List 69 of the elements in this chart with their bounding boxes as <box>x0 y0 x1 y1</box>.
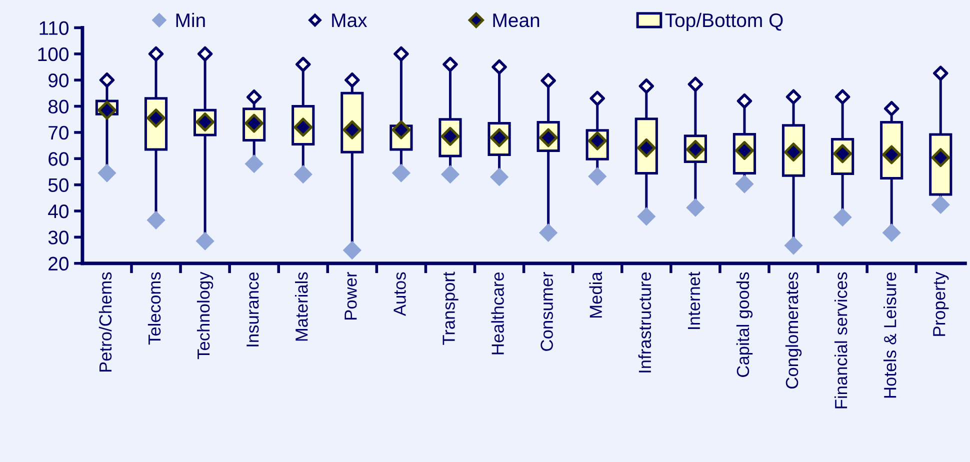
point <box>344 72 360 88</box>
point <box>98 100 116 120</box>
x-tick-label: Conglomerates <box>785 272 802 389</box>
point <box>884 101 900 116</box>
x-tick-label: Autos <box>394 272 406 316</box>
y-tick-label: 30 <box>48 230 68 244</box>
y-tick-label: 110 <box>40 21 68 35</box>
point <box>638 78 654 94</box>
point <box>686 198 705 217</box>
point <box>735 174 754 194</box>
point <box>392 164 411 182</box>
legend-label: Mean <box>493 14 540 28</box>
x-tick-label: Telecoms <box>148 272 161 345</box>
point <box>342 240 362 260</box>
x-tick-label: Healthcare <box>491 272 504 354</box>
x-tick-label: Internet <box>688 272 700 329</box>
y-tick-label: 50 <box>48 178 68 192</box>
y-tick-label: 90 <box>48 74 68 88</box>
legend-label: Min <box>176 12 205 27</box>
y-tick-label: 80 <box>48 100 68 114</box>
point <box>933 66 948 81</box>
y-tick-label: 40 <box>48 204 68 218</box>
point <box>490 168 509 186</box>
legend-label: Max <box>332 14 368 28</box>
point <box>99 72 115 88</box>
x-tick-label: Infrastructure <box>638 272 652 372</box>
point <box>296 56 311 72</box>
x-tick-label: Insurance <box>246 272 259 346</box>
point <box>98 164 116 182</box>
y-tick-label: 20 <box>48 256 68 271</box>
point <box>440 165 460 184</box>
point <box>786 89 802 104</box>
y-tick-label: 70 <box>48 126 68 140</box>
x-tick-label: Transport <box>442 272 458 345</box>
point <box>688 76 704 92</box>
x-tick-label: Power <box>344 272 357 320</box>
point <box>833 208 852 227</box>
point <box>442 56 458 72</box>
x-tick-label: Hotels & Leisure <box>884 272 896 398</box>
point <box>196 232 214 250</box>
point <box>588 167 607 186</box>
x-tick-label: Capital goods <box>736 272 753 377</box>
point <box>146 210 166 230</box>
point <box>540 73 556 88</box>
point <box>492 59 507 75</box>
x-tick-label: Technology <box>196 272 214 360</box>
legend-label: Top/Bottom Q <box>665 12 783 32</box>
point <box>148 46 164 62</box>
point <box>784 236 803 255</box>
x-tick-label: Financial services <box>834 272 848 408</box>
point <box>590 90 605 106</box>
point <box>197 46 213 62</box>
x-tick-label: Petro/Chems <box>98 272 112 372</box>
point <box>394 46 409 62</box>
y-tick-label: 100 <box>38 47 68 62</box>
x-tick-label: Materials <box>295 272 308 341</box>
point <box>294 165 312 184</box>
point <box>539 223 558 242</box>
y-tick-label: 60 <box>48 152 68 166</box>
point <box>834 89 850 104</box>
point <box>882 223 901 242</box>
x-tick-label: Property <box>933 272 949 336</box>
point <box>637 207 656 226</box>
point <box>244 154 264 174</box>
x-tick-label: Media <box>589 272 602 318</box>
point <box>931 195 950 214</box>
point <box>736 93 752 109</box>
x-tick-label: Consumer <box>540 272 553 351</box>
point <box>246 89 262 105</box>
